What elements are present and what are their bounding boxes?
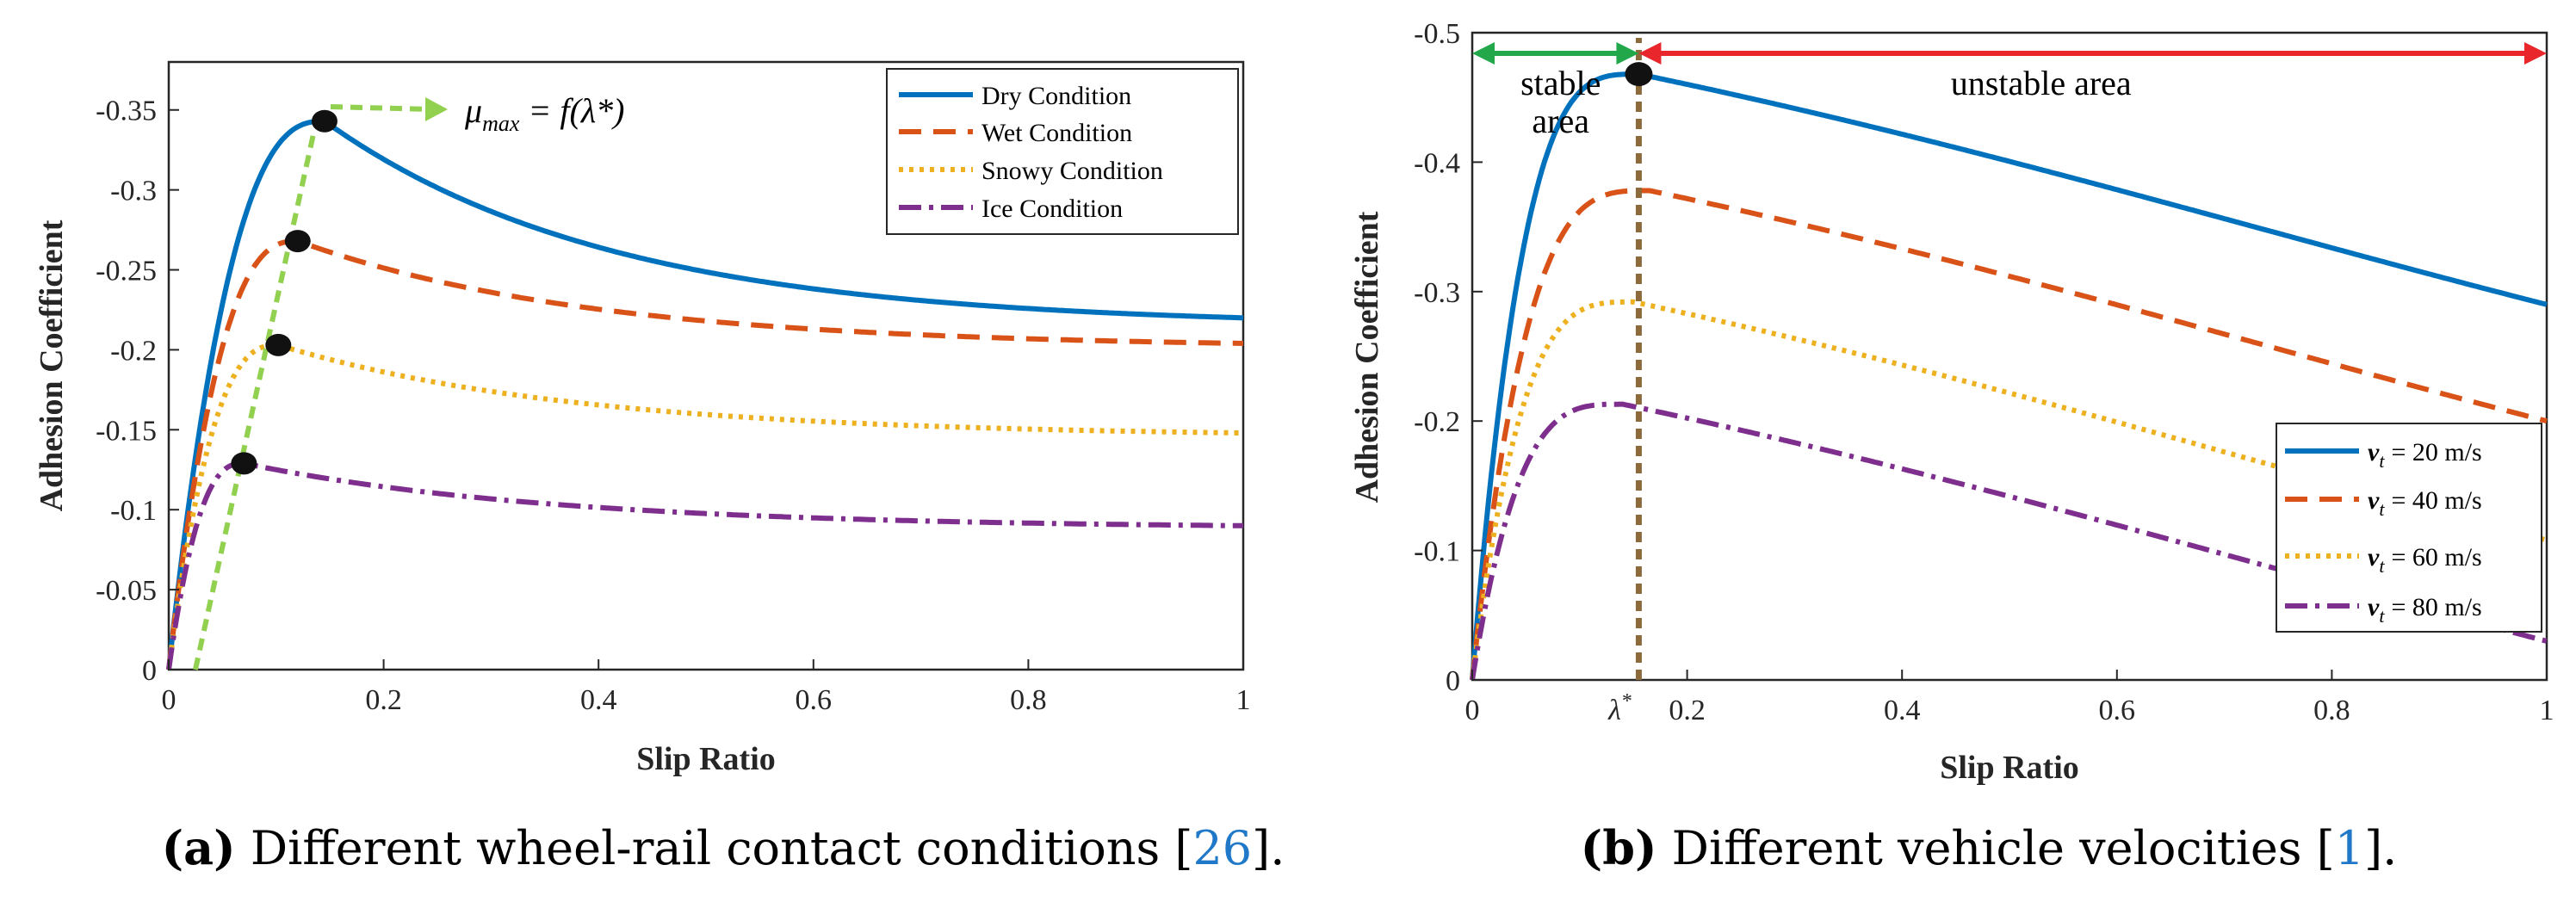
y-tick-label-a: -0.3 — [110, 176, 157, 207]
x-tick-label-b: 0.6 — [2099, 695, 2136, 726]
y-tick-label-b: 0 — [1446, 665, 1460, 697]
legend-symbol-40: v — [2368, 486, 2380, 515]
chart-panel-a: 0 0.2 0.4 0.6 0.8 1 0 -0.05 -0.1 -0.15 -0.2 -0.25 -0… — [34, 60, 1251, 777]
x-tick-label-a: 0 — [162, 684, 176, 716]
y-axis-label-a: Adhesion Coefficient — [34, 219, 70, 511]
legend-label-snowy: Snowy Condition — [981, 157, 1163, 185]
legend-symbol-80: v — [2368, 593, 2380, 621]
y-axis-label-b: Adhesion Coefficient — [1349, 211, 1385, 503]
caption-a-text: Different wheel-rail contact conditions … — [236, 821, 1193, 875]
legend-value-40: = 40 m/s — [2391, 486, 2481, 515]
legend-box-b — [2276, 423, 2542, 633]
mu-arrow-head — [425, 97, 448, 121]
region-label-0: stable — [1520, 64, 1601, 102]
mu-max-annotation: μmax = f(λ*) — [330, 91, 624, 136]
y-tick-label-b: -0.2 — [1414, 406, 1460, 438]
mu-max-equation: μmax = f(λ*) — [464, 91, 624, 136]
series-line-a-3 — [166, 460, 1243, 670]
y-tick-label-a: -0.05 — [96, 575, 157, 607]
series-line-a-1 — [166, 238, 1244, 670]
legend-label-20: vt = 20 m/s — [2368, 438, 2482, 472]
x-tick-label-a: 0.4 — [580, 684, 617, 716]
region-label-0: area — [1532, 102, 1589, 140]
series-line-b-2 — [1470, 299, 2548, 681]
caption-a-end: ]. — [1252, 821, 1285, 875]
y-tick-label-b: -0.5 — [1414, 18, 1460, 50]
region-label-1: unstable area — [1951, 64, 2132, 102]
mu-arrow-shaft — [330, 104, 431, 112]
legend-label-wet: Wet Condition — [981, 119, 1132, 147]
legend-subscript-20: t — [2379, 450, 2385, 472]
legend-label-dry: Dry Condition — [981, 82, 1131, 110]
legend-value-60: = 60 m/s — [2391, 543, 2481, 571]
peak-marker — [284, 230, 311, 253]
mu-symbol: μ — [464, 91, 482, 130]
x-axis-label-b: Slip Ratio — [1940, 750, 2079, 786]
y-tick-label-a: -0.1 — [110, 495, 157, 527]
x-tick-label-b: 0 — [1465, 695, 1480, 726]
lambda-sup: * — [1621, 690, 1632, 713]
legend-label-60: vt = 60 m/s — [2368, 543, 2482, 577]
y-tick-label-b: -0.3 — [1414, 277, 1460, 309]
x-tick-label-a: 0.8 — [1010, 684, 1047, 716]
mu-equation: = f(λ*) — [519, 91, 624, 130]
y-tick-label-a: -0.15 — [96, 415, 157, 447]
y-tick-label-b: -0.4 — [1414, 147, 1460, 179]
lambda-star-label: λ* — [1607, 690, 1632, 726]
lambda-symbol: λ — [1607, 695, 1621, 726]
legend-value-80: = 80 m/s — [2391, 593, 2481, 621]
x-tick-label-b: 1 — [2540, 695, 2554, 726]
region-arrowhead-right-1 — [2524, 42, 2547, 65]
x-axis-label-a: Slip Ratio — [636, 741, 776, 777]
caption-a: (a) Different wheel-rail contact conditi… — [162, 820, 1285, 875]
legend-value-20: = 20 m/s — [2391, 438, 2481, 466]
legend-label-ice: Ice Condition — [981, 195, 1123, 223]
y-tick-label-a: -0.35 — [96, 96, 157, 127]
x-tick-label-a: 0.6 — [796, 684, 833, 716]
x-tick-label-b: 0.8 — [2313, 695, 2350, 726]
legend-b: vt = 20 m/s vt = 40 m/s vt = 60 m/s vt = 80 … — [2276, 423, 2542, 633]
peak-marker — [231, 452, 257, 475]
mu-subscript: max — [482, 111, 520, 136]
peak-marker — [265, 333, 292, 356]
x-tick-label-a: 1 — [1236, 684, 1251, 716]
caption-b-end: ]. — [2364, 821, 2397, 875]
caption-b-ref: 1 — [2335, 821, 2364, 875]
legend-symbol-60: v — [2368, 543, 2380, 571]
legend-subscript-60: t — [2379, 555, 2385, 577]
caption-b: (b) Different vehicle velocities [1]. — [1581, 820, 2398, 875]
caption-a-ref: 26 — [1192, 821, 1252, 875]
region-arrowhead-left-1 — [1638, 42, 1662, 65]
legend-label-40: vt = 40 m/s — [2368, 486, 2482, 520]
caption-b-text: Different vehicle velocities [ — [1657, 821, 2335, 875]
x-tick-label-a: 0.2 — [365, 684, 402, 716]
peak-marker — [311, 109, 337, 133]
peak-trend-line — [193, 132, 317, 670]
y-tick-label-b: -0.1 — [1414, 536, 1460, 568]
x-tick-label-b: 0.4 — [1884, 695, 1921, 726]
x-tick-label-b: 0.2 — [1669, 695, 1706, 726]
legend-label-80: vt = 80 m/s — [2368, 593, 2482, 627]
critical-peak-marker — [1625, 62, 1653, 87]
y-tick-label-a: -0.25 — [96, 256, 157, 287]
y-tick-label-a: 0 — [142, 655, 157, 687]
legend-subscript-40: t — [2379, 498, 2385, 520]
region-arrowhead-left-0 — [1472, 42, 1495, 65]
chart-panel-b: 0 0.2 0.4 0.6 0.8 1 0 -0.1 -0.2 -0.3 -0.4 -0.5 λ* st… — [1349, 18, 2554, 786]
series-line-b-1 — [1470, 188, 2548, 681]
y-tick-label-a: -0.2 — [110, 335, 157, 367]
caption-b-tag: (b) — [1581, 820, 1657, 875]
series-line-a-0 — [166, 118, 1244, 670]
caption-a-tag: (a) — [162, 820, 236, 875]
region-arrowhead-right-0 — [1616, 42, 1639, 65]
legend-symbol-20: v — [2368, 438, 2380, 466]
legend-a: Dry Condition Wet Condition Snowy Condit… — [886, 68, 1239, 235]
legend-subscript-80: t — [2379, 605, 2385, 627]
